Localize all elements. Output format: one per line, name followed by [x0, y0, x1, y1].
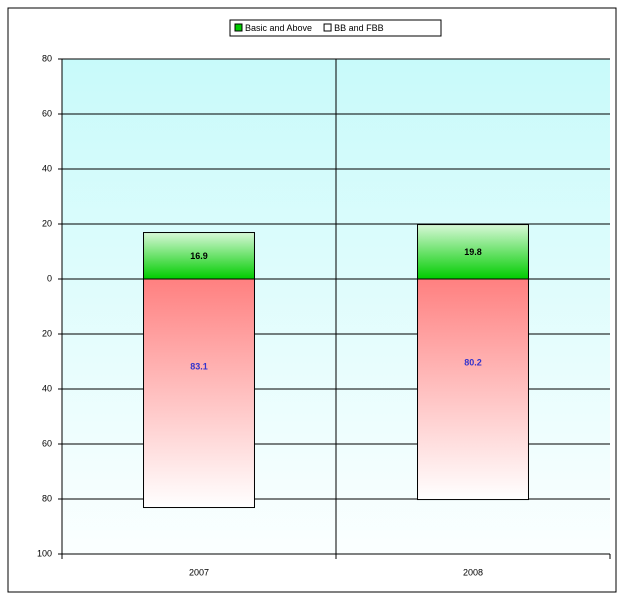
legend-swatch	[323, 23, 332, 32]
y-tick-label: 40	[42, 163, 52, 173]
bar	[417, 224, 529, 280]
x-tick-label: 2008	[463, 567, 483, 577]
legend-label: Basic and Above	[245, 23, 312, 33]
legend-label: BB and FBB	[334, 23, 384, 33]
y-tick-label: 100	[37, 548, 52, 558]
data-label: 80.2	[464, 358, 482, 368]
y-tick-label: 20	[42, 218, 52, 228]
y-tick-label: 60	[42, 108, 52, 118]
y-tick-label: 80	[42, 493, 52, 503]
bar	[143, 232, 255, 280]
y-tick-label: 60	[42, 438, 52, 448]
bar	[417, 278, 529, 501]
y-tick-label: 20	[42, 328, 52, 338]
legend-box	[229, 19, 442, 37]
y-tick-label: 0	[47, 273, 52, 283]
x-tick-label: 2007	[189, 567, 209, 577]
y-tick-label: 80	[42, 53, 52, 63]
y-tick-label: 40	[42, 383, 52, 393]
data-label: 19.8	[464, 247, 482, 257]
bar	[143, 278, 255, 509]
data-label: 16.9	[190, 251, 208, 261]
data-label: 83.1	[190, 362, 208, 372]
legend-swatch	[234, 23, 243, 32]
